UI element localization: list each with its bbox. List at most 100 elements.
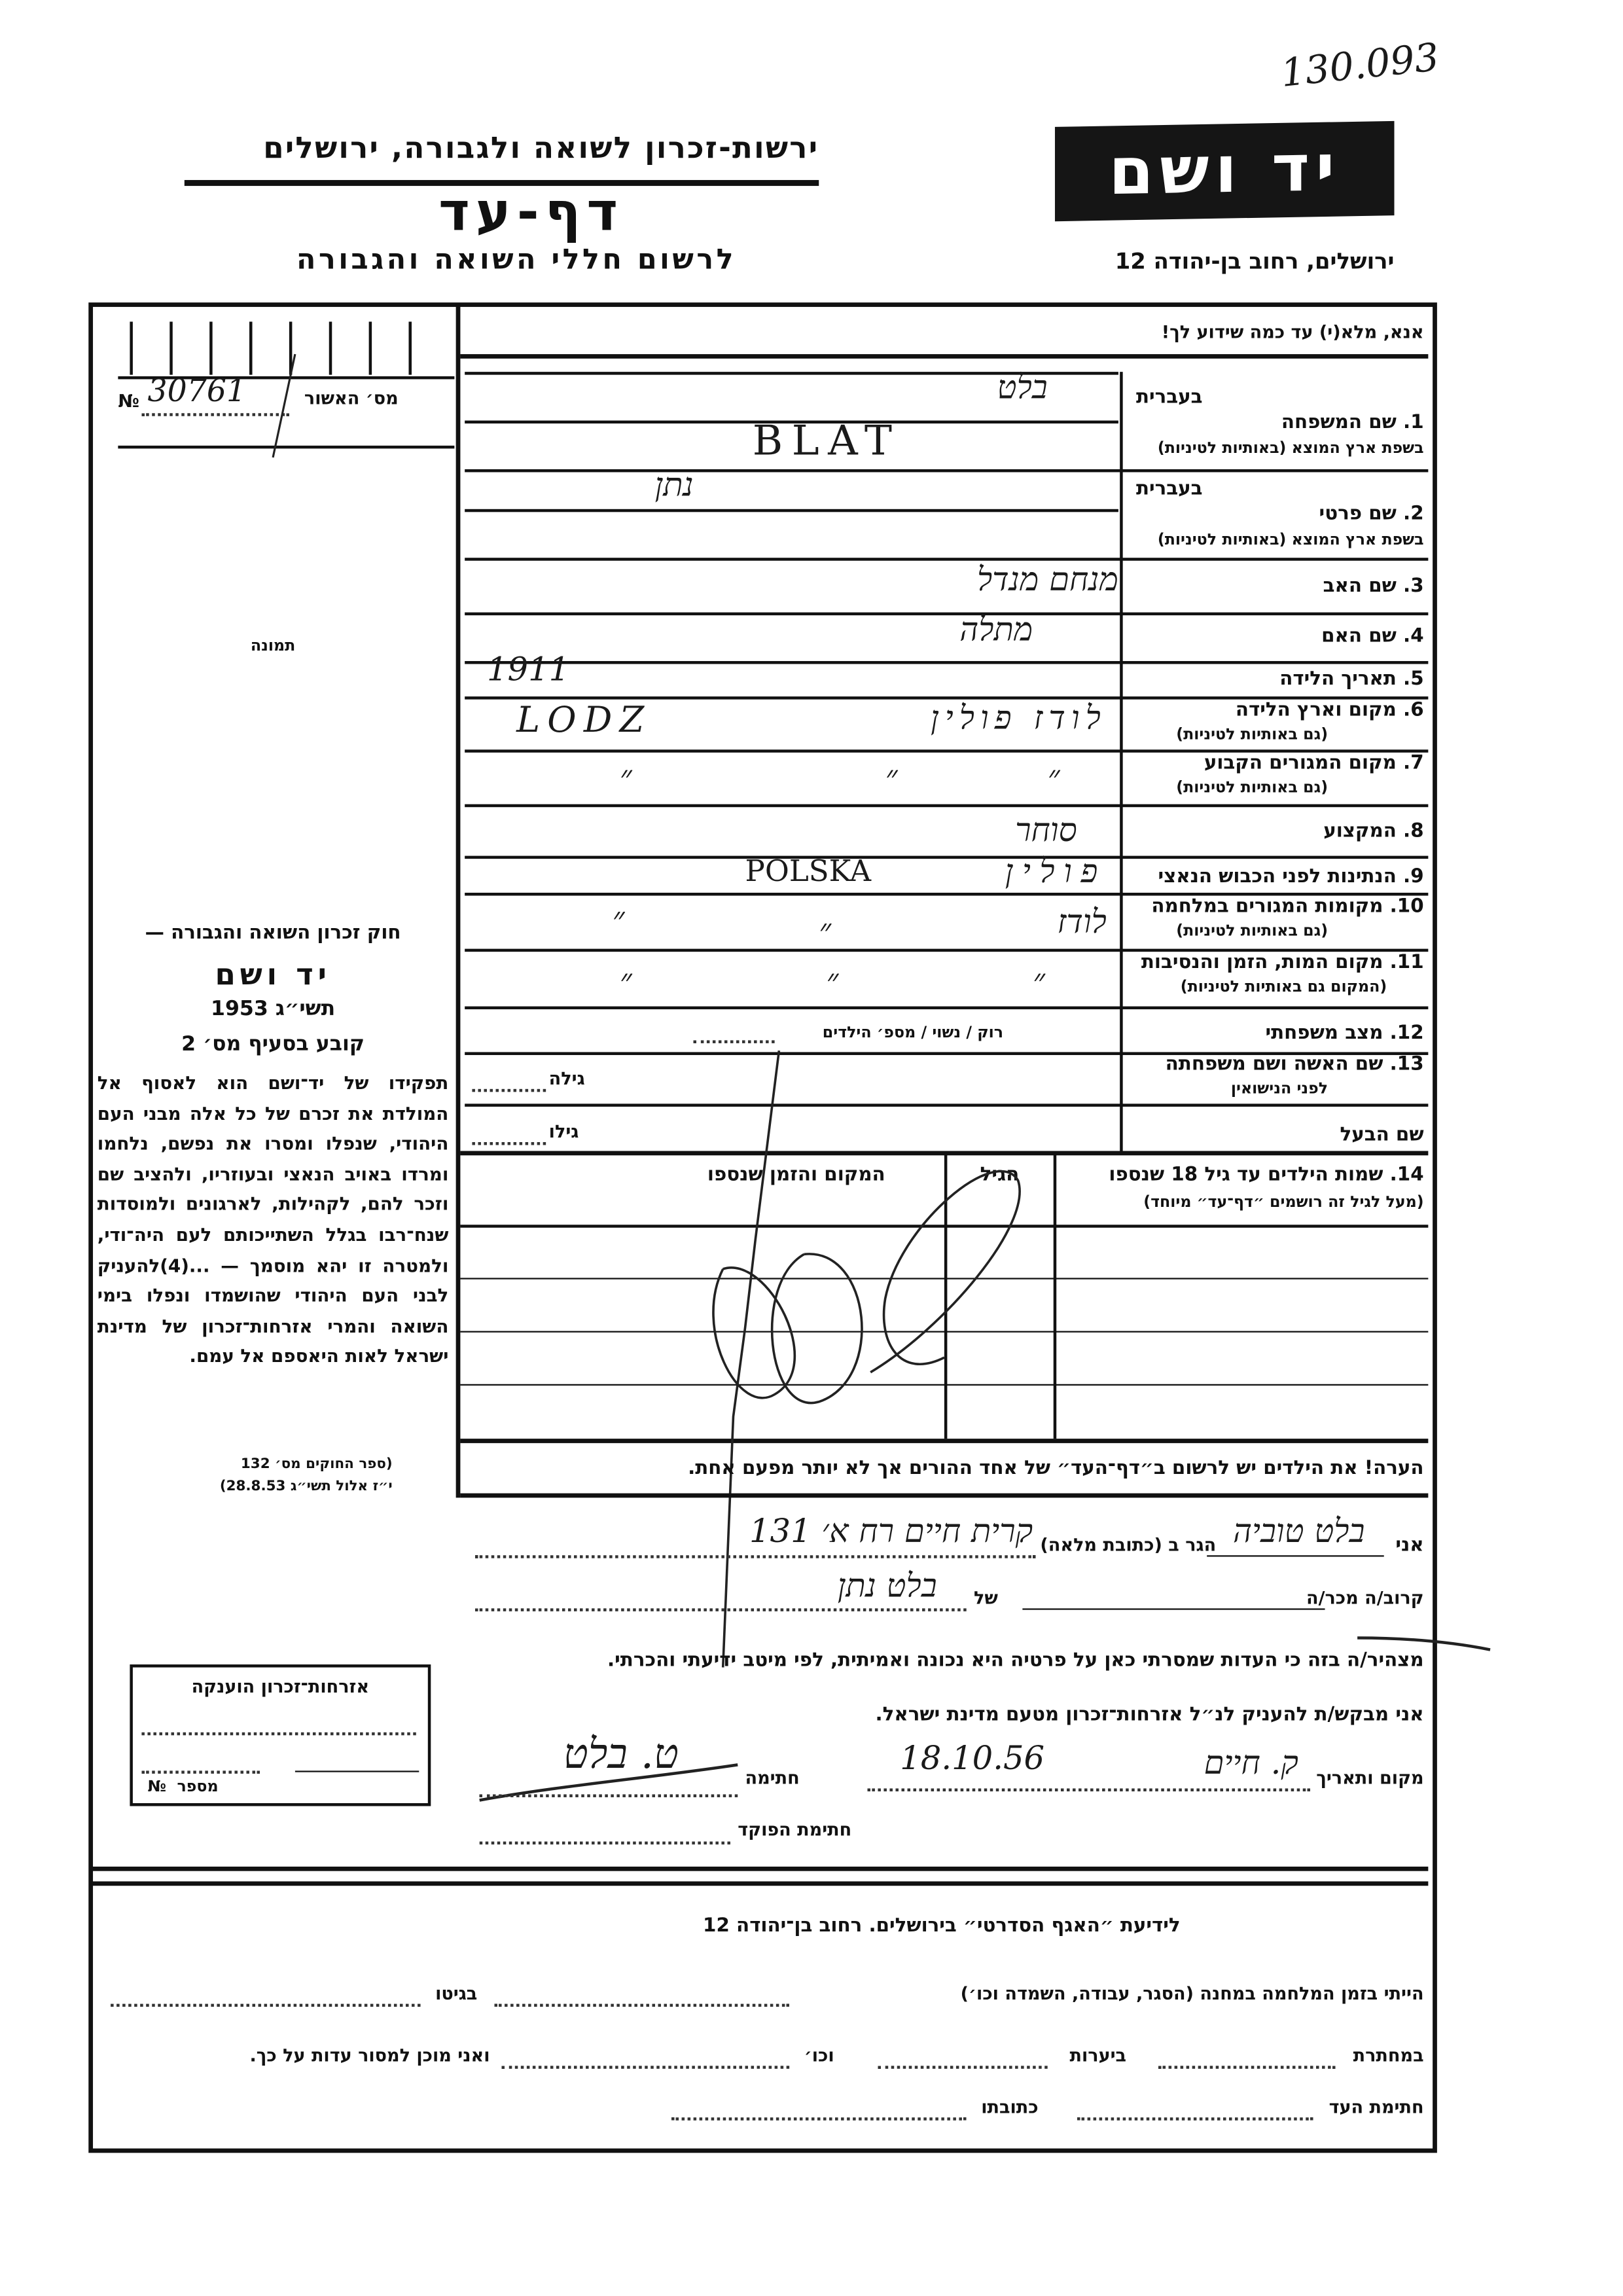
f7-label: 7. מקום המגורים הקבוע — [1204, 752, 1424, 775]
witness-signature-line — [1077, 2117, 1313, 2121]
f9-value-latin: POLSKA — [745, 853, 872, 889]
children-column-divider — [1053, 1154, 1057, 1439]
declarant-name: בלט טוביה — [1232, 1514, 1365, 1551]
instruction: אנא, מלא(י) עד כמה שידוע לך! — [1161, 321, 1424, 343]
f10-sub: (גם באותיות לטיניות) — [1176, 922, 1329, 941]
divider — [460, 1493, 1429, 1498]
underground-line — [1158, 2066, 1336, 2069]
f12-options: רוק / נשוי / מספ׳ הילדים — [822, 1024, 1004, 1042]
forests-line — [878, 2066, 1048, 2069]
f10-value-3: ״ — [612, 901, 625, 939]
signature-line — [479, 1794, 738, 1797]
f8-label: 8. המקצוע — [1323, 820, 1424, 843]
husband-age-label: גילו — [548, 1121, 579, 1142]
f1-label: 1. שם המשפחה — [1281, 412, 1424, 434]
f11-value-1: ״ — [619, 963, 632, 1001]
f2-value-he: נתן — [654, 467, 694, 505]
etc-label: וכו׳ — [804, 2045, 834, 2066]
declarant-label: אני — [1395, 1534, 1424, 1557]
f1-value-he: בלט — [997, 370, 1048, 408]
place-value: ק. חיים — [1204, 1746, 1298, 1783]
f10-value-2: ״ — [819, 913, 832, 950]
citizenship-number-line — [141, 1770, 260, 1774]
f11-label: 11. מקום המות, הזמן והנסיבות — [1141, 952, 1424, 974]
date-value: 18.10.56 — [900, 1741, 1045, 1778]
relative-label: קרוב/ה מכר/ה — [1306, 1587, 1424, 1609]
law-name: יד ושם — [215, 956, 331, 992]
f13-label: 13. שם האשה ושם משפחתה — [1165, 1053, 1424, 1076]
form-frame — [88, 302, 1437, 2153]
organization-title: ירשות-זכרון לשואה ולגבורה, ירושלים — [263, 130, 819, 166]
f6-value-latin: LODZ — [516, 699, 652, 741]
f14-label: 14. שמות הילדים עד גיל 18 שנספו — [1109, 1164, 1424, 1187]
f5-label: 5. תאריך הלידה — [1279, 668, 1424, 691]
f7-sub: (גם באותיות לטיניות) — [1176, 779, 1329, 797]
f14-sub: (מעל לגיל זה רושמים ״דף־עד״ מיוחד) — [1143, 1193, 1424, 1211]
divider — [460, 354, 1429, 359]
law-source-2: י״ז אלול תשי״ג 28.8.53) — [219, 1479, 393, 1495]
declaration-statement: מצהיר/ה בזה כי העדות שמסרתי כאן על פרטיה… — [607, 1649, 1424, 1672]
f7-value-2: ״ — [885, 760, 898, 797]
officer-signature-label: חתימת הפוקד — [738, 1819, 852, 1840]
f1-value-latin: BLAT — [752, 416, 901, 465]
section-divider — [91, 1881, 1429, 1886]
f2-label: 2. שם פרטי — [1319, 503, 1424, 526]
husband-age-line — [472, 1141, 546, 1145]
place-date-line — [867, 1788, 1310, 1791]
approval-no-symbol: № — [118, 391, 139, 412]
f13-age-label: גילה — [548, 1068, 585, 1089]
forests-label: ביערות — [1069, 2045, 1127, 2066]
left-column-divider — [455, 305, 461, 1498]
f11-value-3: ״ — [1033, 963, 1045, 1001]
declarant-line — [1207, 1555, 1384, 1557]
law-text: תפקידו של יד־ושם הוא לאסוף אל המולדת את … — [97, 1073, 449, 1367]
law-source-1: (ספר החוקים מס׳ 132 — [240, 1456, 393, 1473]
f6-label: 6. מקום וארץ הלידה — [1235, 699, 1424, 722]
place-date-label: מקום ותאריך — [1316, 1767, 1424, 1789]
citizenship-box-title: אזרחות־זכרון הוענקה — [191, 1676, 370, 1697]
address-line — [474, 1555, 1036, 1558]
f10-label: 10. מקומות המגורים במלחמה — [1151, 895, 1424, 918]
f6-sub: (גם באותיות לטיניות) — [1176, 726, 1329, 744]
citizenship-request: אני מבקש/ת להעניק לנ״ל אזרחות־זכרון מטעם… — [875, 1704, 1424, 1727]
f2-in-hebrew: בעברית — [1135, 478, 1203, 501]
page-subtitle: לרשום חללי השואה והגבורה — [296, 243, 737, 276]
of-label: של — [973, 1587, 998, 1609]
f13-sub: לפני הנישואין — [1230, 1080, 1329, 1098]
underground-label: במחתרת — [1353, 2045, 1424, 2066]
approval-number: 30761 — [147, 373, 247, 409]
f7-value-3: ״ — [1047, 760, 1060, 797]
signature: ט. בלט — [563, 1729, 679, 1778]
label-column-divider — [1120, 372, 1123, 1151]
husband-label: שם הבעל — [1340, 1124, 1424, 1147]
citizenship-line — [141, 1732, 416, 1736]
address-label: הגר ב (כתובת מלאה) — [1040, 1534, 1217, 1556]
f1-in-hebrew: בעברית — [1135, 386, 1203, 409]
law-heading: חוק זכרון השואה והגבורה — — [145, 922, 401, 944]
declarant-address: קרית חיים רח א׳ 131 — [749, 1514, 1033, 1551]
ghetto-line — [111, 2003, 421, 2007]
citizenship-number-symbol: № — [147, 1778, 166, 1796]
address: ירושלים, רחוב בן-יהודה 12 — [1115, 247, 1395, 275]
f3-label: 3. שם האב — [1323, 575, 1424, 598]
children-count-line — [693, 1040, 775, 1043]
f9-label: 9. הנתינות לפני הכבוש הנאצי — [1158, 866, 1424, 889]
ghetto-label: בגיטו — [435, 1983, 478, 2004]
law-year: תשי״ג 1953 — [211, 997, 336, 1022]
section-divider — [91, 1866, 1429, 1871]
witness-address-label: כתובתו — [981, 2096, 1039, 2118]
f9-value-he: פולין — [1005, 854, 1107, 891]
of-line — [474, 1608, 967, 1611]
ready-label: ואני מוכן למסור עדות על כך. — [249, 2045, 490, 2066]
page-title: דף-עד — [438, 183, 624, 243]
divider — [118, 445, 455, 449]
citizenship-box: אזרחות־זכרון הוענקה מספר № — [130, 1664, 431, 1806]
f7-value-1: ״ — [619, 760, 632, 797]
f4-label: 4. שם האם — [1321, 625, 1424, 648]
children-column-divider — [944, 1154, 948, 1439]
wife-age-line — [472, 1088, 546, 1092]
signature-label: חתימה — [745, 1767, 800, 1789]
bottom-title: לידיעת ״האגף הסדרטי״ בירושלים. רחוב בן־י… — [703, 1915, 1181, 1938]
